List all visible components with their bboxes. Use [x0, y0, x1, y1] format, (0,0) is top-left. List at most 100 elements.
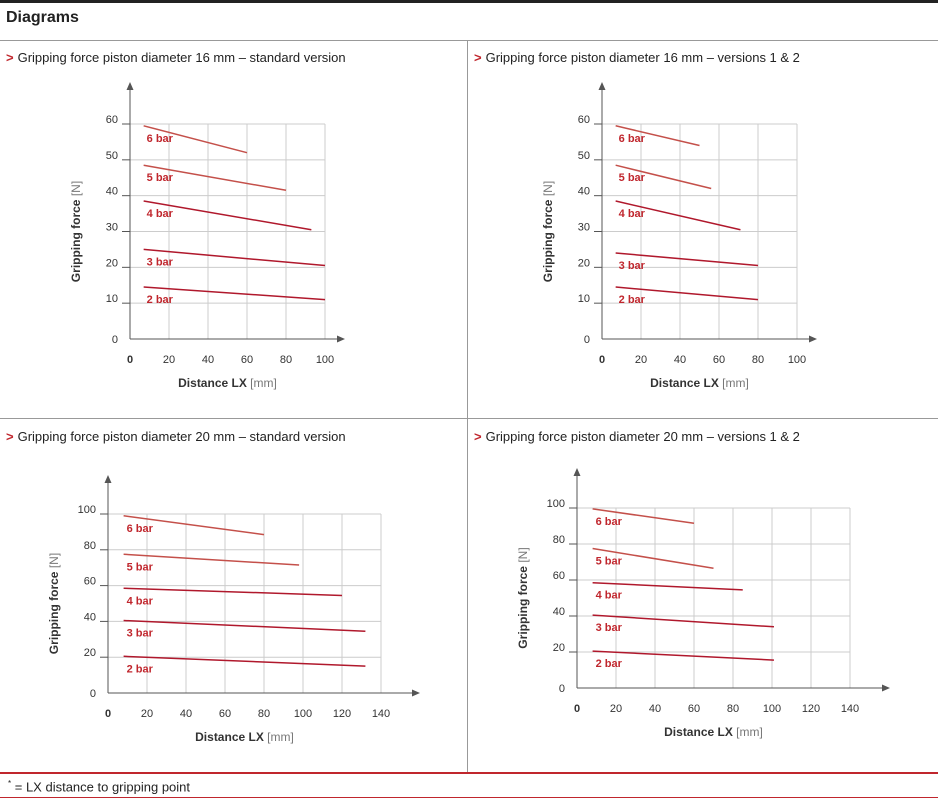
arrow-icon: > — [6, 429, 14, 444]
series-line — [123, 553, 300, 566]
y-axis-unit: [N] — [516, 547, 530, 562]
y-tick-label: 40 — [84, 611, 96, 623]
x-axis-label: Distance LX — [178, 376, 250, 390]
x-tick-label: 100 — [316, 354, 334, 366]
y-tick-label: 80 — [84, 540, 96, 552]
y-tick-label: 40 — [553, 606, 565, 618]
series-label: 2 bar — [127, 663, 154, 675]
x-tick-label: 0 — [127, 354, 133, 366]
series-line — [615, 125, 700, 147]
x-axis-title: Distance LX [mm] — [178, 376, 277, 390]
y-tick-label: 60 — [84, 576, 96, 588]
x-axis-arrow-icon — [337, 335, 345, 343]
series-label: 5 bar — [619, 172, 646, 184]
x-tick-label: 0 — [599, 354, 605, 366]
x-axis-unit: [mm] — [267, 730, 294, 744]
y-tick-label: 0 — [559, 683, 565, 695]
x-tick-label: 60 — [713, 354, 725, 366]
y-axis-title: Gripping force [N] — [541, 181, 555, 282]
x-tick-label: 40 — [674, 354, 686, 366]
x-tick-label: 40 — [202, 354, 214, 366]
series-line — [143, 286, 326, 301]
series-label: 3 bar — [619, 260, 646, 272]
series-line — [123, 587, 343, 597]
y-tick-label: 30 — [106, 222, 118, 234]
series-label: 4 bar — [147, 208, 174, 220]
y-tick-label: 100 — [78, 504, 96, 516]
series-label: 5 bar — [147, 172, 174, 184]
y-tick-label: 20 — [578, 257, 590, 269]
y-tick-label: 50 — [106, 150, 118, 162]
x-axis-title: Distance LX [mm] — [664, 725, 763, 739]
x-tick-label: 140 — [841, 703, 859, 715]
y-axis-title: Gripping force [N] — [516, 547, 530, 648]
series-label: 2 bar — [619, 294, 646, 306]
x-tick-label: 20 — [141, 708, 153, 720]
y-axis-title: Gripping force [N] — [69, 181, 83, 282]
x-tick-label: 100 — [763, 703, 781, 715]
x-tick-label: 100 — [788, 354, 806, 366]
footnote-mark: * — [8, 779, 12, 788]
x-tick-label: 100 — [294, 708, 312, 720]
x-tick-label: 60 — [241, 354, 253, 366]
x-axis-unit: [mm] — [722, 376, 749, 390]
series-line — [615, 200, 741, 231]
series-label: 2 bar — [147, 294, 174, 306]
panel-title-text: Gripping force piston diameter 16 mm – v… — [485, 50, 800, 65]
series-line — [592, 547, 714, 570]
x-axis-arrow-icon — [882, 684, 890, 692]
series-label: 5 bar — [127, 561, 154, 573]
y-axis-label: Gripping force — [47, 568, 61, 654]
series-line — [123, 619, 366, 632]
x-axis-arrow-icon — [809, 335, 817, 343]
y-axis-label: Gripping force — [69, 196, 83, 282]
series-line — [592, 581, 743, 591]
y-axis-unit: [N] — [69, 181, 83, 196]
x-axis-unit: [mm] — [250, 376, 277, 390]
panel-divider-horizontal — [0, 418, 938, 419]
series-line — [592, 614, 774, 628]
x-tick-label: 80 — [752, 354, 764, 366]
panel-title-4: > Gripping force piston diameter 20 mm – … — [474, 429, 800, 444]
footer-bottom-rule — [0, 797, 938, 798]
x-tick-label: 20 — [610, 703, 622, 715]
series-line — [615, 164, 712, 190]
y-tick-label: 0 — [90, 688, 96, 700]
y-tick-label: 40 — [578, 186, 590, 198]
series-label: 4 bar — [127, 595, 154, 607]
series-label: 3 bar — [147, 256, 174, 268]
y-tick-label: 80 — [553, 534, 565, 546]
series-line — [143, 248, 326, 267]
y-axis-unit: [N] — [541, 181, 555, 196]
y-tick-label: 20 — [553, 642, 565, 654]
series-label: 3 bar — [127, 628, 154, 640]
diagram-grid-frame — [0, 40, 938, 774]
x-tick-label: 20 — [163, 354, 175, 366]
footnote: * = LX distance to gripping point — [8, 779, 190, 794]
x-axis-label: Distance LX — [650, 376, 722, 390]
series-label: 6 bar — [147, 133, 174, 145]
y-tick-label: 10 — [578, 293, 590, 305]
panel-title-text: Gripping force piston diameter 16 mm – s… — [17, 50, 346, 65]
series-line — [143, 125, 248, 154]
x-tick-label: 40 — [180, 708, 192, 720]
series-label: 4 bar — [596, 590, 623, 602]
series-line — [615, 286, 759, 301]
series-label: 5 bar — [596, 556, 623, 568]
y-axis-label: Gripping force — [541, 196, 555, 282]
y-tick-label: 0 — [584, 334, 590, 346]
series-line — [123, 515, 265, 536]
top-rule — [0, 0, 938, 3]
panel-title-2: > Gripping force piston diameter 16 mm – … — [474, 50, 800, 65]
y-axis-title: Gripping force [N] — [47, 553, 61, 654]
x-axis-arrow-icon — [412, 689, 420, 697]
x-tick-label: 0 — [574, 703, 580, 715]
x-tick-label: 80 — [258, 708, 270, 720]
page-title: Diagrams — [6, 9, 79, 26]
series-line — [592, 508, 695, 525]
y-tick-label: 0 — [112, 334, 118, 346]
series-line — [143, 164, 287, 192]
y-axis-arrow-icon — [598, 82, 606, 90]
arrow-icon: > — [474, 50, 482, 65]
